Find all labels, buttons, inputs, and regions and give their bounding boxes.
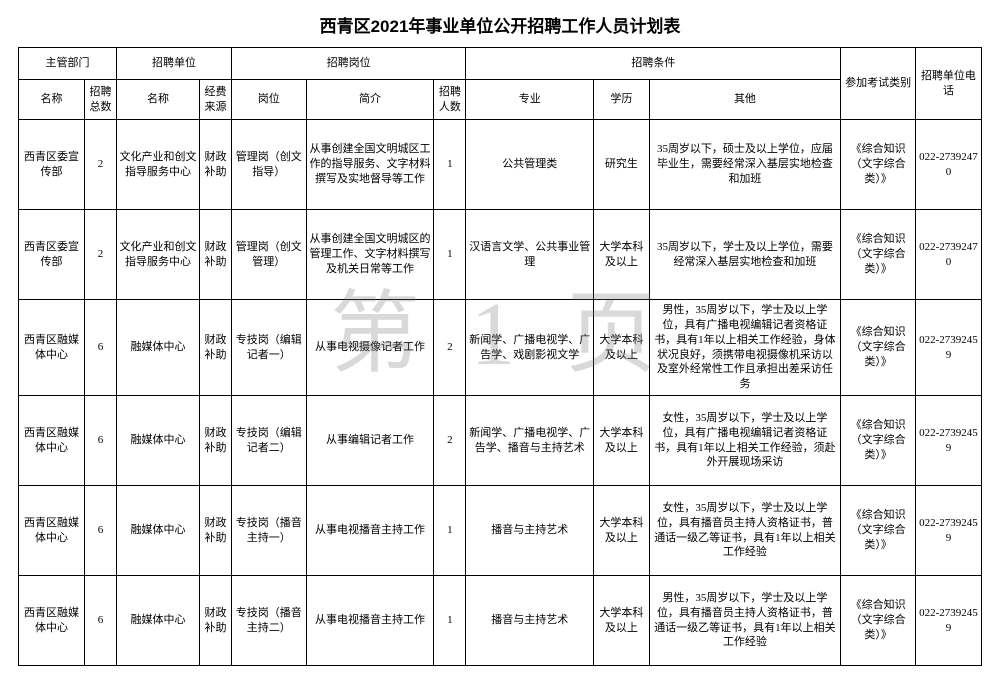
cell-other: 女性，35周岁以下，学士及以上学位，具有广播电视编辑记者资格证书，具有1年以上相… xyxy=(649,396,841,486)
cell-num: 1 xyxy=(434,120,466,210)
cell-major: 汉语言文学、公共事业管理 xyxy=(466,210,594,300)
cell-major: 新闻学、广播电视学、广告学、播音与主持艺术 xyxy=(466,396,594,486)
cell-dept: 西青区委宣传部 xyxy=(19,120,85,210)
cell-major: 公共管理类 xyxy=(466,120,594,210)
cell-tel: 022-27392459 xyxy=(915,576,981,666)
th-dept-name: 名称 xyxy=(19,80,85,120)
cell-total: 6 xyxy=(85,486,117,576)
cell-edu: 大学本科及以上 xyxy=(594,300,649,396)
cell-post: 专技岗（编辑记者一） xyxy=(232,300,307,396)
cell-major: 新闻学、广播电视学、广告学、戏剧影视文学 xyxy=(466,300,594,396)
cell-other: 35周岁以下，硕士及以上学位，应届毕业生，需要经常深入基层实地检查和加班 xyxy=(649,120,841,210)
cell-edu: 大学本科及以上 xyxy=(594,576,649,666)
cell-total: 6 xyxy=(85,576,117,666)
cell-desc: 从事电视播音主持工作 xyxy=(306,486,434,576)
cell-exam: 《综合知识（文字综合类）》 xyxy=(841,396,916,486)
cell-other: 男性，35周岁以下，学士及以上学位，具有广播电视编辑记者资格证书，具有1年以上相… xyxy=(649,300,841,396)
table-row: 西青区融媒体中心6融媒体中心财政补助专技岗（播音主持一）从事电视播音主持工作1播… xyxy=(19,486,982,576)
cell-num: 2 xyxy=(434,300,466,396)
cell-num: 2 xyxy=(434,396,466,486)
cell-total: 6 xyxy=(85,396,117,486)
cell-other: 男性，35周岁以下，学士及以上学位，具有播音员主持人资格证书，普通话一级乙等证书… xyxy=(649,576,841,666)
cell-post: 管理岗（创文管理） xyxy=(232,210,307,300)
cell-total: 2 xyxy=(85,210,117,300)
cell-dept: 西青区融媒体中心 xyxy=(19,576,85,666)
cell-other: 女性，35周岁以下，学士及以上学位，具有播音员主持人资格证书，普通话一级乙等证书… xyxy=(649,486,841,576)
th-unit-name: 名称 xyxy=(116,80,199,120)
cell-edu: 大学本科及以上 xyxy=(594,486,649,576)
th-cond-group: 招聘条件 xyxy=(466,48,841,80)
cell-major: 播音与主持艺术 xyxy=(466,486,594,576)
cell-exam: 《综合知识（文字综合类）》 xyxy=(841,576,916,666)
th-desc: 简介 xyxy=(306,80,434,120)
cell-post: 专技岗（编辑记者二） xyxy=(232,396,307,486)
cell-unit: 融媒体中心 xyxy=(116,396,199,486)
cell-major: 播音与主持艺术 xyxy=(466,576,594,666)
cell-desc: 从事创建全国文明城区的管理工作、文字材料撰写及机关日常等工作 xyxy=(306,210,434,300)
cell-other: 35周岁以下，学士及以上学位，需要经常深入基层实地检查和加班 xyxy=(649,210,841,300)
cell-unit: 融媒体中心 xyxy=(116,486,199,576)
cell-exam: 《综合知识（文字综合类）》 xyxy=(841,486,916,576)
cell-unit: 文化产业和创文指导服务中心 xyxy=(116,120,199,210)
th-other: 其他 xyxy=(649,80,841,120)
th-tel: 招聘单位电话 xyxy=(915,48,981,120)
cell-tel: 022-27392459 xyxy=(915,300,981,396)
cell-dept: 西青区融媒体中心 xyxy=(19,396,85,486)
cell-unit: 融媒体中心 xyxy=(116,300,199,396)
cell-tel: 022-27392470 xyxy=(915,210,981,300)
cell-edu: 大学本科及以上 xyxy=(594,210,649,300)
cell-post: 专技岗（播音主持一） xyxy=(232,486,307,576)
th-unit-group: 招聘单位 xyxy=(116,48,231,80)
cell-tel: 022-27392459 xyxy=(915,396,981,486)
th-post-group: 招聘岗位 xyxy=(232,48,466,80)
table-row: 西青区融媒体中心6融媒体中心财政补助专技岗（编辑记者二）从事编辑记者工作2新闻学… xyxy=(19,396,982,486)
cell-exam: 《综合知识（文字综合类）》 xyxy=(841,300,916,396)
page-title: 西青区2021年事业单位公开招聘工作人员计划表 xyxy=(18,12,982,37)
table-row: 西青区委宣传部2文化产业和创文指导服务中心财政补助管理岗（创文管理）从事创建全国… xyxy=(19,210,982,300)
cell-dept: 西青区融媒体中心 xyxy=(19,486,85,576)
cell-num: 1 xyxy=(434,576,466,666)
th-num: 招聘人数 xyxy=(434,80,466,120)
cell-dept: 西青区委宣传部 xyxy=(19,210,85,300)
cell-exam: 《综合知识（文字综合类）》 xyxy=(841,210,916,300)
th-dept-group: 主管部门 xyxy=(19,48,117,80)
th-fund: 经费来源 xyxy=(200,80,232,120)
cell-unit: 文化产业和创文指导服务中心 xyxy=(116,210,199,300)
cell-total: 2 xyxy=(85,120,117,210)
cell-fund: 财政补助 xyxy=(200,396,232,486)
cell-edu: 大学本科及以上 xyxy=(594,396,649,486)
th-edu: 学历 xyxy=(594,80,649,120)
cell-fund: 财政补助 xyxy=(200,576,232,666)
table-row: 西青区委宣传部2文化产业和创文指导服务中心财政补助管理岗（创文指导）从事创建全国… xyxy=(19,120,982,210)
cell-unit: 融媒体中心 xyxy=(116,576,199,666)
cell-desc: 从事电视摄像记者工作 xyxy=(306,300,434,396)
cell-post: 专技岗（播音主持二） xyxy=(232,576,307,666)
th-major: 专业 xyxy=(466,80,594,120)
th-post: 岗位 xyxy=(232,80,307,120)
cell-fund: 财政补助 xyxy=(200,120,232,210)
th-exam: 参加考试类别 xyxy=(841,48,916,120)
cell-desc: 从事电视播音主持工作 xyxy=(306,576,434,666)
cell-tel: 022-27392470 xyxy=(915,120,981,210)
cell-desc: 从事创建全国文明城区工作的指导服务、文字材料撰写及实地督导等工作 xyxy=(306,120,434,210)
cell-num: 1 xyxy=(434,210,466,300)
cell-edu: 研究生 xyxy=(594,120,649,210)
cell-exam: 《综合知识（文字综合类）》 xyxy=(841,120,916,210)
cell-tel: 022-27392459 xyxy=(915,486,981,576)
cell-dept: 西青区融媒体中心 xyxy=(19,300,85,396)
cell-desc: 从事编辑记者工作 xyxy=(306,396,434,486)
table-row: 西青区融媒体中心6融媒体中心财政补助专技岗（播音主持二）从事电视播音主持工作1播… xyxy=(19,576,982,666)
cell-num: 1 xyxy=(434,486,466,576)
cell-fund: 财政补助 xyxy=(200,210,232,300)
cell-fund: 财政补助 xyxy=(200,486,232,576)
cell-total: 6 xyxy=(85,300,117,396)
table-row: 西青区融媒体中心6融媒体中心财政补助专技岗（编辑记者一）从事电视摄像记者工作2新… xyxy=(19,300,982,396)
cell-fund: 财政补助 xyxy=(200,300,232,396)
cell-post: 管理岗（创文指导） xyxy=(232,120,307,210)
th-total: 招聘总数 xyxy=(85,80,117,120)
recruitment-table: 主管部门 招聘单位 招聘岗位 招聘条件 参加考试类别 招聘单位电话 名称 招聘总… xyxy=(18,47,982,666)
